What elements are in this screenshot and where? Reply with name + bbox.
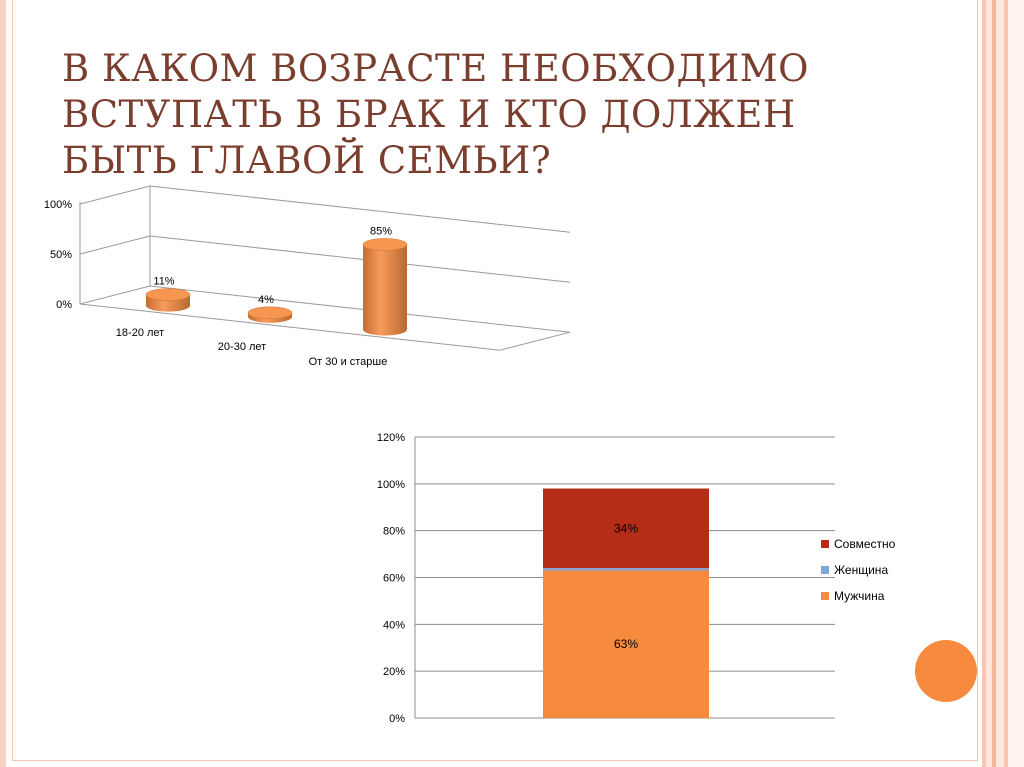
bar-segment (543, 488, 709, 569)
data-label: 4% (258, 294, 274, 306)
y-tick-label: 100% (377, 479, 405, 491)
legend-label: Совместно (834, 537, 896, 551)
gridline (149, 285, 571, 333)
y-tick-label: 60% (383, 573, 405, 585)
gridline (149, 185, 571, 233)
data-label: 85% (370, 225, 392, 237)
depth-gridline (79, 235, 151, 255)
depth-gridline (79, 185, 151, 205)
bar-top (145, 288, 191, 301)
orange-circle-decoration (915, 640, 977, 702)
y-tick-label: 120% (377, 432, 405, 444)
depth-gridline (79, 285, 151, 305)
head-chart-legend: Совместно Женщина Мужчина (821, 537, 896, 603)
right-decorative-stripes (978, 0, 1024, 767)
bar-cylinder (145, 288, 191, 312)
y-tick-label: 40% (383, 619, 405, 631)
y-tick-label: 0% (56, 299, 72, 311)
head-chart-data-labels: 63% 34% (614, 521, 638, 651)
age-chart-bars (145, 238, 408, 336)
data-label: 11% (153, 276, 174, 288)
bar-cylinder (247, 306, 293, 323)
age-chart: 0% 50% 100% 11% 4% 85% 18-20 лет 20-30 лет От … (44, 185, 571, 368)
y-tick-label: 20% (383, 666, 405, 678)
legend-label: Женщина (834, 563, 888, 577)
bar-segment (543, 570, 709, 718)
slide-frame (12, 0, 978, 761)
head-of-family-chart: 0% 20% 40% 60% 80% 100% 120% 63% 34% Совместно Ж… (377, 432, 896, 725)
category-label: 20-30 лет (218, 341, 266, 353)
floor-front-edge (79, 303, 501, 351)
age-chart-y-ticks: 0% 50% 100% (44, 199, 72, 311)
category-label: 18-20 лет (116, 327, 164, 339)
y-tick-label: 80% (383, 526, 405, 538)
legend-swatch (821, 592, 829, 600)
age-chart-walls (79, 185, 571, 351)
legend-swatch (821, 566, 829, 574)
bar-top (247, 306, 293, 320)
y-tick-label: 100% (44, 199, 72, 211)
y-tick-label: 50% (50, 249, 72, 261)
age-chart-data-labels: 11% 4% 85% (153, 225, 392, 305)
legend-swatch (821, 540, 829, 548)
bar-body (363, 244, 407, 336)
bar-top (362, 238, 408, 251)
data-label: 34% (614, 521, 638, 535)
left-decorative-rule (0, 0, 6, 767)
y-tick-label: 0% (389, 713, 405, 725)
head-chart-stacked-bar (543, 488, 709, 718)
category-label: От 30 и старше (309, 356, 388, 368)
gridline (149, 235, 571, 283)
bar-segment (543, 568, 709, 571)
floor-side-edge (499, 331, 571, 351)
data-label: 63% (614, 637, 638, 651)
head-chart-y-ticks: 0% 20% 40% 60% 80% 100% 120% (377, 432, 405, 725)
age-chart-categories: 18-20 лет 20-30 лет От 30 и старше (116, 327, 388, 368)
bar-cylinder (362, 238, 408, 336)
slide-title: В КАКОМ ВОЗРАСТЕ НЕОБХОДИМО ВСТУПАТЬ В Б… (62, 47, 810, 182)
legend-label: Мужчина (834, 589, 885, 603)
